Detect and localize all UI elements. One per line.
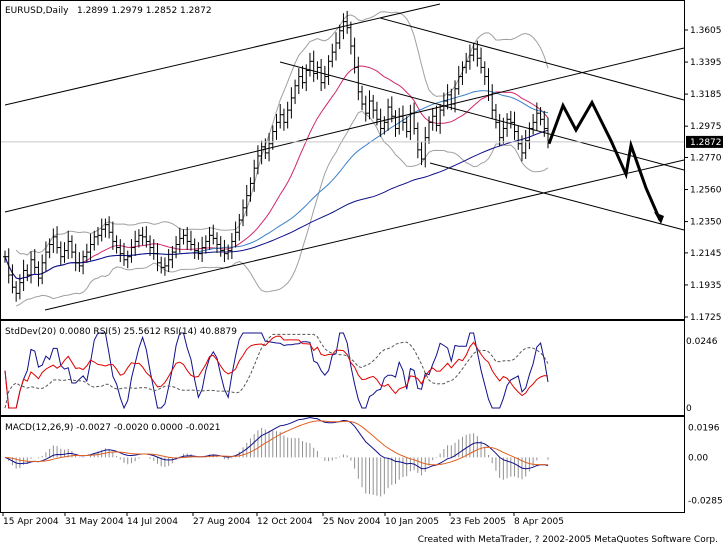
time-tick-label: 27 Aug 2004	[193, 517, 251, 527]
price-tick-label: 1.1935	[690, 281, 722, 291]
time-tick-label: 8 Apr 2005	[514, 517, 564, 527]
macd-tick-label: 0.00	[688, 453, 708, 463]
rsi5-line	[4, 332, 549, 410]
rsi-tick-label: 0.0246	[686, 337, 718, 347]
price-tick-label: 1.2770	[690, 153, 722, 163]
bollinger-bands	[15, 11, 549, 307]
price-tick-label: 1.2350	[690, 218, 722, 228]
trend-channels	[4, 3, 685, 311]
macd-line	[4, 416, 549, 470]
macd-lines	[4, 416, 549, 497]
time-tick-label: 31 May 2004	[65, 517, 124, 527]
price-tick-label: 1.2560	[690, 186, 722, 196]
time-tick-label: 10 Jan 2005	[385, 517, 439, 527]
price-tick-label: 1.3605	[690, 26, 722, 36]
moving-averages	[4, 65, 549, 280]
trend-line	[4, 47, 685, 213]
time-axis: 15 Apr 2004 31 May 2004 14 Jul 2004 27 Aug …	[2, 512, 564, 527]
stddev-rsi-header: StdDev(20) 0.0080 RSI(5) 25.5612 RSI(14)…	[5, 327, 237, 337]
price-bars	[3, 10, 550, 302]
rsi-lines	[4, 332, 549, 410]
rsi14-line	[4, 335, 549, 409]
forecast-zigzag	[547, 99, 664, 225]
price-axis: 1.3605 1.3395 1.3185 1.2975 1.2770 1.2560 1.23…	[684, 26, 722, 323]
rsi-panel	[0, 320, 685, 416]
time-tick-label: 15 Apr 2004	[3, 517, 59, 527]
price-tick-label: 1.3185	[690, 90, 722, 100]
zigzag-arrowhead	[654, 212, 664, 225]
lower-band	[15, 110, 549, 307]
trend-line	[44, 159, 685, 311]
trend-line	[379, 17, 685, 101]
time-tick-label: 23 Feb 2005	[450, 517, 506, 527]
symbol-header: EURUSD,Daily	[5, 6, 69, 16]
macd-axis: 0.0196 0.00 -0.0285	[688, 424, 723, 507]
ma-fast	[4, 65, 549, 280]
current-price-label: 1.2872	[690, 138, 722, 148]
price-tick-label: 1.1725	[690, 313, 722, 323]
time-tick-label: 25 Nov 2004	[323, 517, 381, 527]
trend-line	[279, 61, 685, 171]
current-price-line: 1.2872	[1, 135, 723, 148]
trend-line	[429, 162, 685, 231]
price-tick-label: 1.2975	[690, 122, 722, 132]
upper-band	[15, 11, 549, 256]
current-price-box	[686, 135, 723, 148]
price-tick-label: 1.3395	[690, 58, 722, 68]
rsi-axis: 0.0246 0	[686, 337, 718, 414]
signal-line	[4, 420, 549, 466]
macd-tick-label: -0.0285	[688, 497, 723, 507]
macd-tick-label: 0.0196	[688, 424, 720, 434]
time-tick-label: 14 Jul 2004	[127, 517, 178, 527]
rsi-tick-label: 0	[686, 404, 692, 414]
trend-line	[4, 3, 441, 106]
footer-credit: Created with MetaTrader, ? 2002-2005 Met…	[418, 535, 718, 545]
macd-panel	[0, 416, 685, 513]
macd-header: MACD(12,26,9) -0.0027 -0.0020 0.0000 -0.…	[5, 423, 221, 433]
price-tick-label: 1.2145	[690, 249, 722, 259]
price-panel	[0, 0, 685, 320]
time-tick-label: 12 Oct 2004	[257, 517, 313, 527]
ohlc-header: 1.2899 1.2979 1.2852 1.2872	[77, 6, 212, 16]
ma-slow	[4, 129, 549, 280]
zigzag-line	[547, 99, 662, 221]
